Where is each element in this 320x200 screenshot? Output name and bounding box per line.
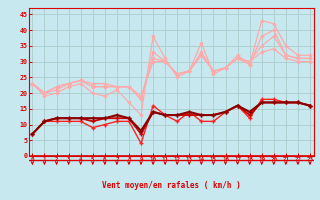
Text: Vent moyen/en rafales ( km/h ): Vent moyen/en rafales ( km/h ) <box>102 182 241 190</box>
